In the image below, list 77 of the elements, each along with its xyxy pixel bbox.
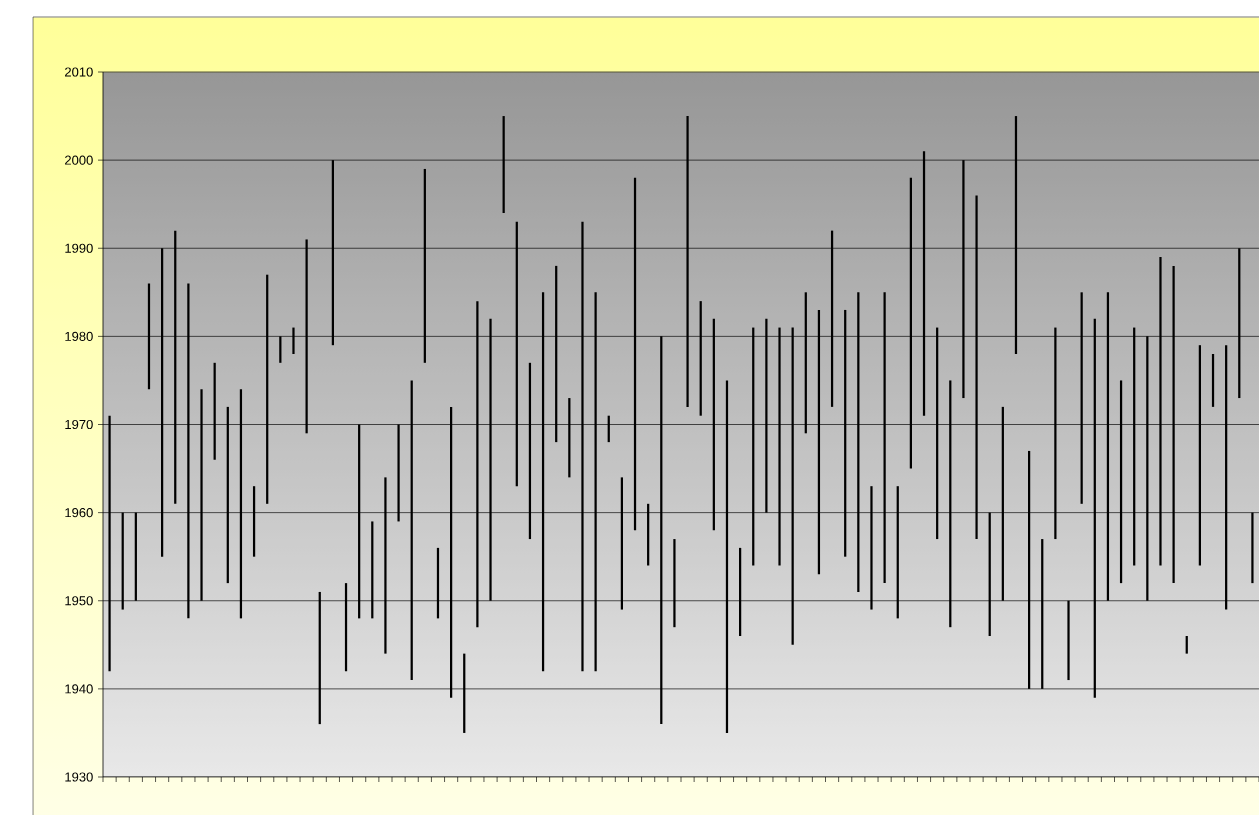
bar <box>200 389 203 601</box>
bar <box>857 292 860 592</box>
bar <box>962 160 965 399</box>
bar <box>1133 327 1136 566</box>
bar <box>909 177 912 469</box>
bar <box>541 292 545 672</box>
bar <box>975 195 978 540</box>
y-tick-label: 2000 <box>65 155 93 165</box>
y-tick-label: 1980 <box>65 331 93 341</box>
bar <box>555 265 558 443</box>
y-tick-label: 1950 <box>65 596 93 606</box>
bar <box>1106 292 1110 601</box>
bar <box>292 327 295 354</box>
bar <box>1080 292 1083 504</box>
bar <box>161 248 164 557</box>
y-tick-label: 1930 <box>65 772 93 782</box>
bar <box>725 380 729 733</box>
bar <box>266 274 269 504</box>
bar <box>1054 327 1057 540</box>
bar <box>423 168 426 363</box>
bar <box>213 362 216 460</box>
bar <box>830 230 834 407</box>
bar <box>489 318 492 601</box>
bar <box>1198 345 1201 566</box>
bar <box>528 362 532 540</box>
bar <box>1238 248 1241 399</box>
bar <box>371 521 374 619</box>
y-tick-label: 2010 <box>65 67 93 77</box>
bar <box>1093 318 1096 698</box>
bar <box>1041 539 1044 689</box>
bar <box>476 301 479 628</box>
bar <box>1172 265 1175 584</box>
bar <box>804 292 807 434</box>
bar <box>384 477 387 654</box>
bar <box>410 380 413 681</box>
bar <box>239 389 243 619</box>
bar <box>699 301 702 416</box>
bar <box>226 406 229 584</box>
bar <box>108 415 111 672</box>
bar <box>1211 354 1215 407</box>
bar <box>397 424 400 522</box>
bar <box>1225 345 1228 610</box>
bar <box>922 151 926 416</box>
bar <box>305 239 308 434</box>
bar <box>778 327 781 566</box>
bar <box>1028 450 1031 689</box>
bar <box>752 327 755 566</box>
bar <box>581 221 584 672</box>
bar <box>883 292 886 584</box>
bar <box>1251 512 1254 584</box>
bar <box>121 512 124 610</box>
bar <box>620 477 624 610</box>
bar <box>844 309 847 557</box>
y-tick-label: 1940 <box>65 684 93 694</box>
bar <box>174 230 177 504</box>
bar <box>450 406 453 698</box>
bar <box>502 116 505 213</box>
bar <box>594 292 597 672</box>
bar <box>331 160 335 346</box>
bar <box>870 486 873 610</box>
bar <box>660 336 663 725</box>
bar <box>949 380 952 628</box>
bar <box>252 486 256 557</box>
y-tick-label: 1970 <box>65 419 93 430</box>
bar <box>1159 257 1162 566</box>
y-tick-label: 1960 <box>65 508 93 518</box>
bar <box>765 318 768 513</box>
bar <box>686 116 689 407</box>
bar <box>187 283 190 619</box>
bar <box>279 336 282 363</box>
bar <box>647 503 650 566</box>
bar <box>1067 600 1070 681</box>
y-tick-label: 1990 <box>65 243 93 253</box>
bar <box>1001 406 1004 601</box>
bar <box>1146 336 1149 601</box>
bar <box>1185 636 1188 654</box>
bar <box>673 539 676 628</box>
